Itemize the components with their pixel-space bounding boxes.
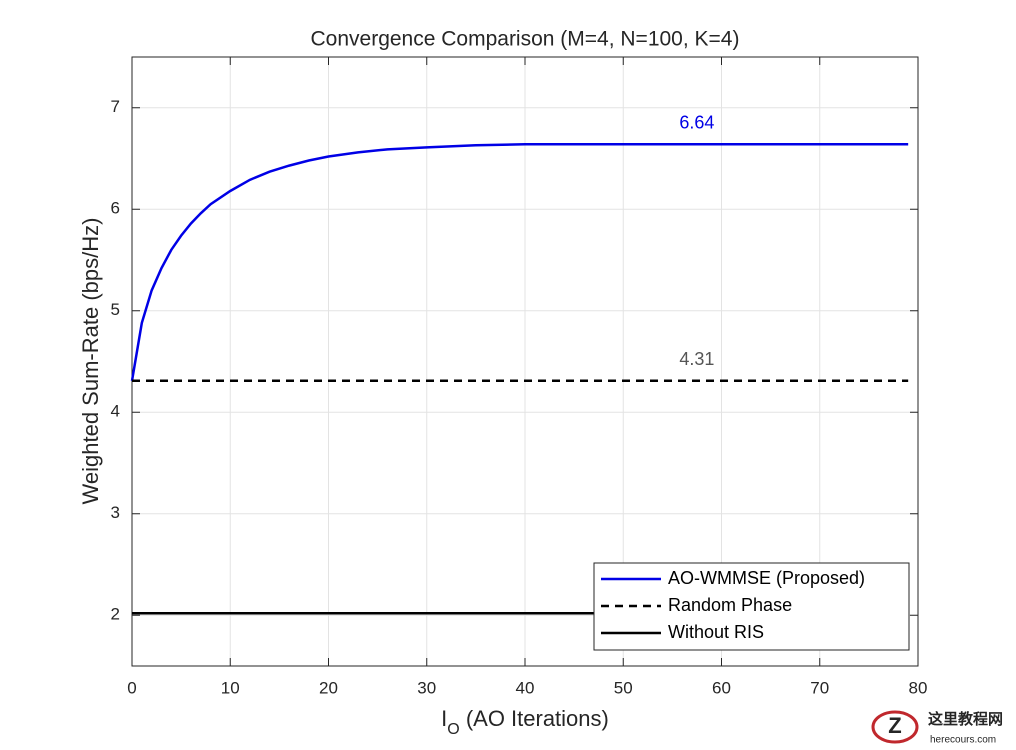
legend-label: Random Phase — [668, 595, 792, 615]
y-tick-label: 6 — [111, 199, 120, 218]
x-tick-label: 80 — [909, 678, 928, 697]
legend-label: Without RIS — [668, 622, 764, 642]
y-tick-label: 4 — [111, 402, 120, 421]
x-label-sub: O — [447, 721, 459, 738]
legend: AO-WMMSE (Proposed) Random Phase Without R… — [593, 562, 910, 651]
chart-title: Convergence Comparison (M=4, N=100, K=4) — [311, 28, 740, 51]
x-label-rest: (AO Iterations) — [460, 706, 609, 731]
legend-label: AO-WMMSE (Proposed) — [668, 568, 865, 588]
x-tick-label: 20 — [319, 678, 338, 697]
x-tick-label: 30 — [417, 678, 436, 697]
x-axis-label: IO (AO Iterations) — [441, 706, 609, 738]
watermark-url: herecours.com — [930, 735, 996, 746]
x-tick-label: 70 — [810, 678, 829, 697]
y-tick-label: 7 — [111, 97, 120, 116]
x-tick-label: 10 — [221, 678, 240, 697]
x-tick-label: 60 — [712, 678, 731, 697]
y-axis-label: Weighted Sum-Rate (bps/Hz) — [78, 218, 103, 505]
plot-frame — [131, 56, 919, 667]
y-tick-label: 2 — [111, 605, 120, 624]
series-line — [130, 143, 909, 381]
x-tick-label: 40 — [516, 678, 535, 697]
y-tick-label: 5 — [111, 300, 120, 319]
y-tick-label: 3 — [111, 503, 120, 522]
x-tick-label: 0 — [127, 678, 136, 697]
x-tick-label: 50 — [614, 678, 633, 697]
x-label-main: I — [441, 706, 447, 731]
annotation: 6.64 — [679, 113, 714, 133]
watermark-logo-letter: Z — [888, 713, 901, 738]
annotation: 4.31 — [679, 349, 714, 369]
watermark: Z 这里教程网 herecours.com — [871, 710, 1003, 746]
watermark-title: 这里教程网 — [928, 710, 1003, 728]
watermark-logo — [871, 710, 919, 744]
